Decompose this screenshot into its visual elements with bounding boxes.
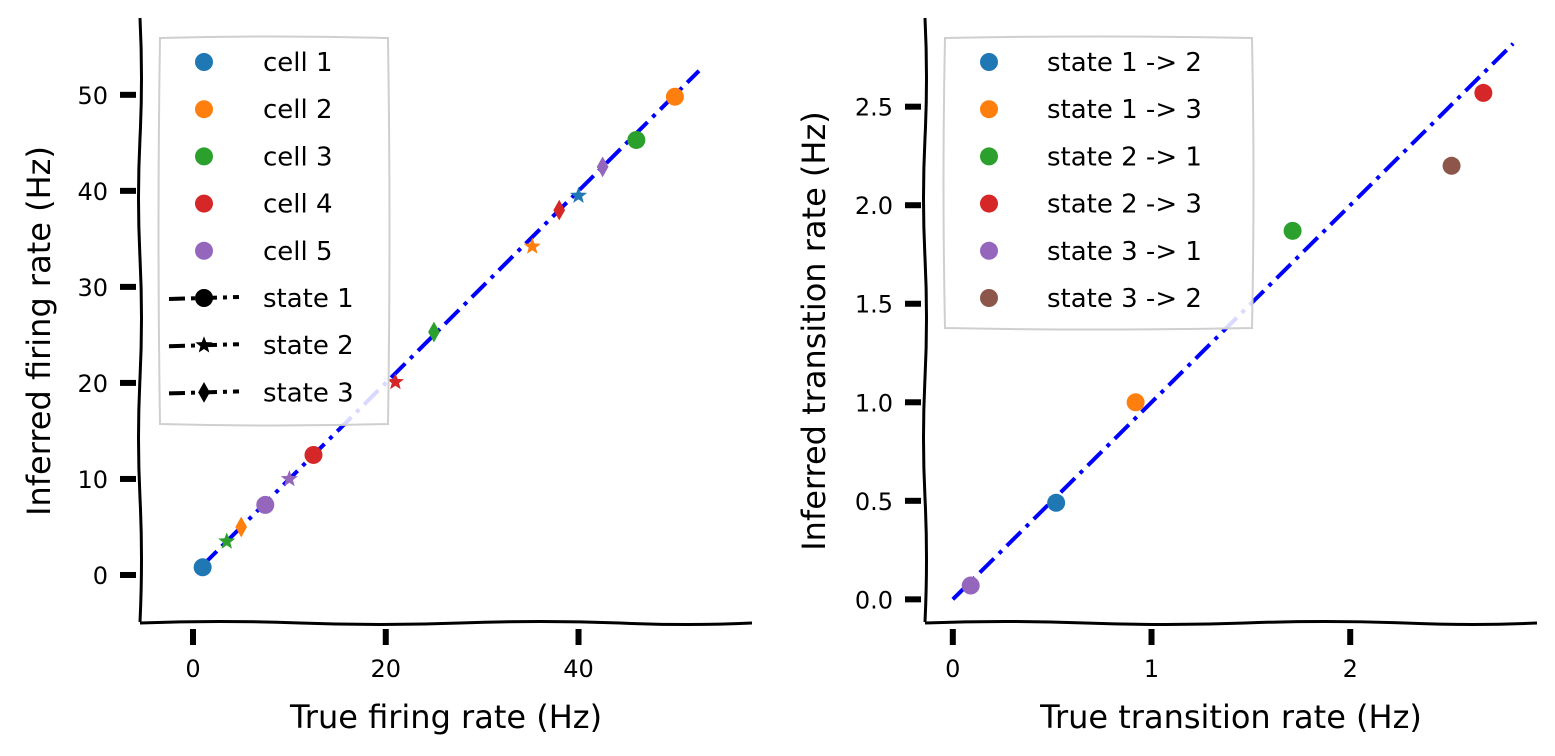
legend-entry: state 1 -> 2	[980, 48, 1202, 78]
y-axis-spine	[137, 17, 143, 623]
legend-label: state 2	[263, 331, 354, 361]
x-tick-label: 0	[945, 655, 960, 683]
legend-marker	[195, 147, 213, 166]
legend-marker	[195, 336, 213, 353]
y-axis-label: Inferred transition rate (Hz)	[795, 111, 833, 551]
y-tick-label: 2.0	[855, 192, 893, 220]
legend-entry: state 3 -> 2	[980, 284, 1202, 314]
y-tick-label: 1.0	[855, 389, 893, 417]
legend-marker	[980, 147, 998, 166]
y-axis-label: Inferred firing rate (Hz)	[20, 146, 58, 516]
legend-entry: state 1 -> 3	[980, 95, 1202, 125]
x-axis-label: True transition rate (Hz)	[1039, 698, 1422, 736]
legend-marker	[195, 194, 213, 213]
data-point	[1047, 493, 1066, 512]
legend-label: state 1 -> 3	[1047, 95, 1202, 125]
legend-marker	[980, 241, 998, 260]
data-point	[1126, 393, 1145, 412]
data-point	[304, 445, 323, 464]
legend-label: state 3 -> 1	[1047, 237, 1202, 267]
data-point	[386, 373, 404, 390]
y-tick-label: 2.5	[855, 94, 893, 122]
x-tick-label: 0	[185, 655, 200, 683]
legend-label: cell 3	[263, 142, 333, 172]
data-point	[235, 516, 248, 538]
legend-label: state 3 -> 2	[1047, 284, 1202, 314]
legend-entry: state 3	[168, 378, 354, 408]
x-tick-label: 1	[1144, 655, 1159, 683]
data-point	[523, 237, 541, 254]
legend-entry: cell 1	[195, 48, 333, 78]
y-tick-label: 20	[77, 370, 108, 398]
legend-entry: cell 4	[195, 190, 333, 220]
legend-label: cell 1	[263, 48, 333, 78]
x-tick-label: 2	[1343, 655, 1358, 683]
legend-marker	[980, 194, 998, 213]
legend-marker	[198, 382, 210, 403]
y-tick-label: 0.5	[855, 488, 893, 516]
legend-entry: state 3 -> 1	[980, 237, 1202, 267]
y-tick-label: 1.5	[855, 291, 893, 319]
y-axis-spine	[922, 17, 928, 623]
y-tick-label: 30	[77, 274, 108, 302]
legend-label: cell 2	[263, 95, 333, 125]
legend-entry: state 1	[168, 284, 354, 314]
legend-marker	[195, 100, 213, 119]
data-point	[1283, 221, 1302, 240]
data-point	[193, 558, 212, 577]
y-tick-label: 0.0	[855, 586, 893, 614]
data-point	[218, 532, 236, 549]
legend-box	[942, 35, 1255, 331]
data-point	[596, 156, 609, 178]
legend-label: state 3	[263, 378, 354, 408]
legend-marker	[980, 53, 998, 71]
legend-label: state 2 -> 3	[1047, 190, 1202, 220]
legend-label: cell 4	[263, 190, 333, 220]
y-tick-label: 10	[77, 466, 108, 494]
legend-label: state 1 -> 2	[1047, 48, 1202, 78]
transition-rate-panel: 0.0 0.5 1.0 1.5 2.0 2.5 0 1 2 state 1 -> 2 state …	[795, 17, 1538, 736]
data-point	[1474, 83, 1493, 102]
x-tick-label: 40	[563, 655, 594, 683]
data-point	[961, 576, 980, 595]
legend-marker	[195, 289, 213, 307]
data-point	[627, 130, 646, 149]
legend-label: cell 5	[263, 237, 333, 267]
legend-marker	[980, 100, 998, 119]
x-axis-label: True firing rate (Hz)	[289, 698, 602, 736]
legend-entry: state 2	[168, 331, 354, 361]
x-axis-spine	[139, 620, 753, 626]
legend-marker	[195, 53, 213, 71]
legend-entry: cell 3	[195, 142, 333, 172]
data-point	[428, 321, 440, 343]
legend-marker	[980, 289, 998, 307]
legend-entry: cell 5	[195, 237, 333, 267]
x-axis-spine	[924, 620, 1538, 626]
legend-box	[157, 35, 391, 427]
legend-label: state 2 -> 1	[1047, 142, 1202, 172]
data-point	[280, 470, 298, 487]
data-point	[256, 495, 275, 514]
y-tick-label: 0	[93, 562, 108, 590]
data-point	[553, 199, 566, 221]
legend-entry: state 2 -> 1	[980, 142, 1202, 172]
legend-entry: cell 2	[195, 95, 333, 125]
data-point	[665, 87, 684, 106]
firing-rate-panel: 0 10 20 30 40 50 0 20 40 cell 1 cell 2 cell 3 cell …	[20, 17, 753, 736]
data-point	[570, 186, 588, 203]
y-tick-label: 40	[77, 178, 108, 206]
legend-marker	[195, 241, 213, 260]
legend-entry: state 2 -> 3	[980, 190, 1202, 220]
data-point	[1442, 156, 1461, 175]
y-tick-label: 50	[77, 82, 108, 110]
x-tick-label: 20	[370, 655, 401, 683]
legend-label: state 1	[263, 284, 354, 314]
